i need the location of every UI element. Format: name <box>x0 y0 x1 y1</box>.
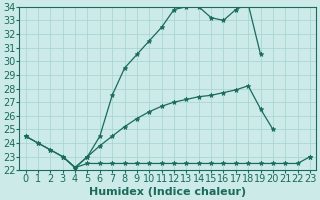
X-axis label: Humidex (Indice chaleur): Humidex (Indice chaleur) <box>89 187 246 197</box>
